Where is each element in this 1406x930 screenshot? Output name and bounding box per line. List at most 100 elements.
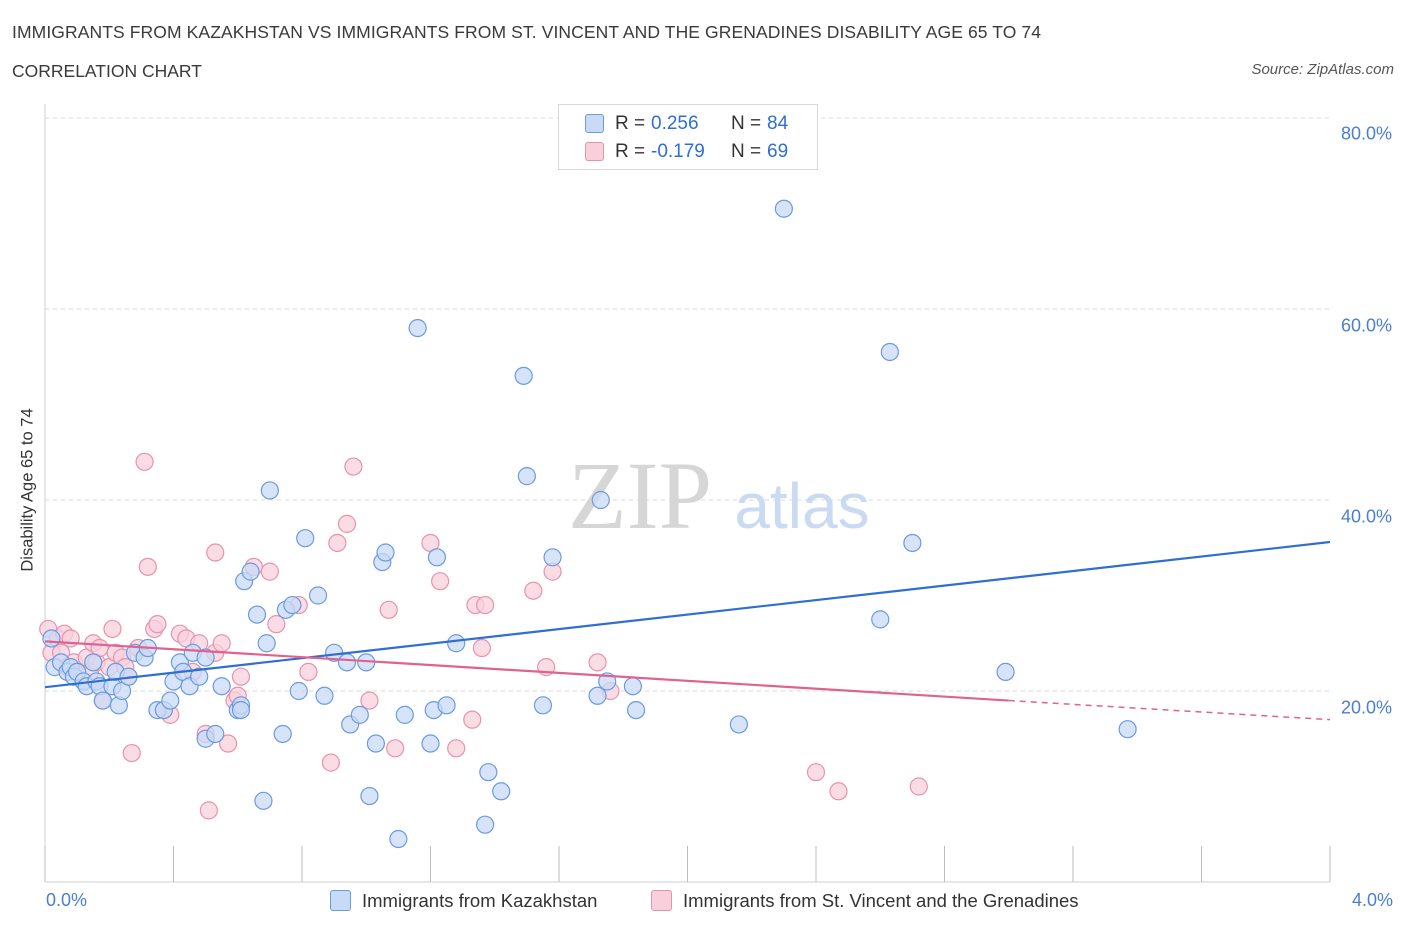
data-point — [431, 572, 450, 591]
bottom-legend-label: Immigrants from Kazakhstan — [362, 890, 598, 911]
data-point — [161, 691, 180, 710]
data-point — [829, 782, 848, 801]
data-point — [533, 696, 553, 715]
data-point — [389, 829, 408, 849]
data-point — [360, 786, 379, 806]
data-point — [437, 696, 456, 715]
legend-r-label: R = — [615, 141, 646, 162]
data-point — [219, 734, 238, 753]
x-tick-label-min: 0.0% — [46, 890, 88, 910]
legend-n-label: N = — [731, 141, 762, 162]
data-point — [591, 490, 610, 510]
data-point — [903, 533, 922, 553]
x-tick-label-max: 4.0% — [1351, 890, 1393, 910]
data-point — [296, 529, 315, 548]
data-point — [871, 610, 890, 629]
y-tick-label: 60.0% — [1340, 315, 1392, 336]
data-point — [138, 557, 157, 576]
legend-n-value: 84 — [767, 113, 789, 134]
data-point — [524, 581, 543, 600]
data-point — [257, 634, 276, 653]
legend-r-value: 0.256 — [651, 113, 699, 134]
data-point — [729, 715, 749, 734]
data-point — [626, 700, 646, 720]
legend-swatch-blue — [585, 114, 604, 133]
data-point — [447, 739, 466, 758]
data-point — [315, 686, 334, 705]
data-point — [806, 763, 826, 782]
data-point — [199, 801, 218, 820]
chart-title: IMMIGRANTS FROM KAZAKHSTAN VS IMMIGRANTS… — [12, 22, 1042, 42]
data-point — [267, 615, 286, 634]
data-point — [321, 753, 341, 772]
data-point — [447, 634, 466, 653]
data-point — [135, 452, 154, 471]
data-point — [308, 586, 328, 605]
data-point — [366, 734, 385, 753]
data-point — [588, 686, 607, 705]
data-point — [231, 667, 251, 686]
data-point — [103, 619, 122, 639]
data-point — [148, 615, 167, 634]
data-point — [517, 467, 536, 486]
watermark-atlas: atlas — [734, 470, 869, 542]
data-point — [479, 763, 498, 782]
data-point — [283, 595, 302, 615]
data-point — [421, 734, 440, 753]
data-point — [543, 548, 562, 567]
data-point — [476, 595, 495, 615]
y-axis-label: Disability Age 65 to 74 — [18, 408, 37, 572]
bottom-legend-swatch-pink — [651, 890, 672, 911]
data-point — [379, 600, 398, 619]
data-point — [328, 533, 347, 553]
data-point — [93, 691, 112, 710]
data-point — [476, 815, 495, 834]
data-point — [206, 724, 225, 744]
data-point — [337, 653, 357, 672]
data-point — [196, 648, 215, 667]
source-label: Source: ZipAtlas.com — [1251, 61, 1394, 78]
data-point — [360, 691, 379, 710]
data-point — [1118, 720, 1137, 739]
data-point — [299, 662, 318, 682]
legend-swatch-pink — [585, 142, 604, 161]
bottom-legend-swatch-blue — [330, 890, 351, 911]
data-point — [212, 634, 231, 653]
data-point — [190, 667, 209, 686]
legend-r-value: -0.179 — [651, 141, 705, 162]
trend-line-svg — [44, 640, 1009, 702]
data-point — [408, 319, 427, 338]
legend-n-value: 69 — [767, 141, 789, 162]
data-point — [996, 662, 1015, 682]
y-tick-label: 80.0% — [1340, 123, 1392, 144]
data-point — [376, 543, 395, 562]
series-kazakhstan-points — [42, 199, 1137, 849]
data-point — [241, 562, 260, 581]
legend-n-label: N = — [731, 113, 762, 134]
data-point — [472, 638, 491, 658]
watermark: ZIP atlas — [568, 442, 870, 549]
data-point — [774, 199, 793, 218]
trend-lines — [44, 540, 1331, 721]
data-point — [260, 562, 279, 581]
correlation-legend: R = 0.256 N = 84 R = -0.179 N = 69 — [558, 104, 818, 170]
data-point — [463, 710, 482, 729]
y-tick-label: 40.0% — [1340, 506, 1392, 527]
bottom-legend-label: Immigrants from St. Vincent and the Gren… — [683, 890, 1079, 911]
data-point — [206, 543, 225, 562]
data-point — [273, 724, 292, 744]
data-point — [212, 677, 231, 696]
y-tick-label: 20.0% — [1340, 697, 1392, 718]
data-point — [61, 629, 80, 648]
data-point — [231, 700, 251, 720]
data-point — [427, 548, 447, 567]
data-point — [254, 791, 273, 810]
trend-line-svg-extrapolated — [1008, 699, 1331, 721]
data-point — [909, 777, 928, 796]
data-point — [84, 653, 103, 672]
trend-line-kazakhstan — [44, 540, 1331, 689]
data-point — [247, 605, 267, 624]
data-point — [122, 743, 141, 763]
data-point — [42, 629, 61, 648]
